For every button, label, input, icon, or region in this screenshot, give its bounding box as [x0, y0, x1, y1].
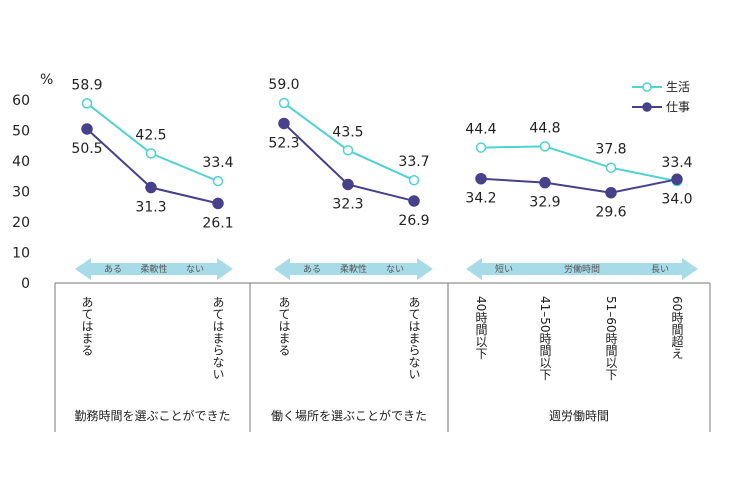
- data-point-life: [212, 175, 224, 187]
- legend-label-life: 生活: [666, 80, 690, 94]
- legend-label-work: 仕事: [666, 100, 690, 114]
- arrow-right-label: ない: [186, 264, 204, 275]
- data-point-work: [539, 176, 551, 189]
- labels-layer: 58.9 42.5 33.4 50.5 31.3 26.1 あてはまる あてはまらない勤務時間…: [71, 77, 692, 423]
- data-label-work: 32.3: [332, 196, 363, 212]
- legend-marker-work: [642, 102, 652, 112]
- data-label-life: 33.4: [202, 155, 233, 171]
- arrows-layer: ある 柔軟性 ない ある 柔軟性 ない 短い 労働時間 長い: [75, 258, 698, 280]
- y-tick-label: 30: [12, 185, 30, 201]
- y-tick-label: 40: [12, 154, 30, 170]
- data-point-work: [475, 172, 487, 185]
- group-title: 勤務時間を選ぶことができた: [74, 408, 230, 423]
- data-label-work: 29.6: [595, 205, 626, 221]
- data-point-work: [278, 117, 290, 130]
- y-tick-label: 60: [12, 93, 30, 109]
- data-point-work: [342, 178, 354, 191]
- category-label: あてはまらない: [407, 296, 421, 380]
- data-point-life: [145, 148, 157, 159]
- data-point-life: [408, 174, 420, 186]
- data-label-life: 59.0: [268, 77, 299, 93]
- data-label-work: 26.1: [202, 215, 233, 231]
- arrow-left-label: ある: [303, 264, 321, 275]
- data-point-life: [605, 162, 617, 173]
- data-label-work: 31.3: [135, 200, 166, 216]
- arrow-center-label: 柔軟性: [340, 263, 367, 275]
- arrow-right-label: ない: [386, 264, 404, 275]
- flexibility-arrow: [75, 258, 233, 280]
- flexibility-arrow: [466, 258, 698, 280]
- data-point-work: [408, 195, 420, 207]
- y-unit-label: %: [40, 72, 53, 88]
- data-label-life: 44.8: [529, 120, 560, 136]
- data-label-life: 58.9: [71, 77, 102, 93]
- data-label-work: 50.5: [71, 141, 102, 157]
- data-point-work: [212, 197, 224, 210]
- series-line-life: [480, 145, 678, 183]
- legend-marker-life: [642, 82, 652, 92]
- data-label-work: 26.9: [398, 213, 429, 229]
- group-title: 働く場所を選ぶことができた: [271, 408, 427, 423]
- data-point-life: [81, 98, 93, 109]
- category-label: あてはまらない: [211, 296, 225, 380]
- category-label: 60時間超え: [670, 296, 684, 359]
- data-point-life: [539, 141, 551, 152]
- y-tick-label: 20: [12, 215, 30, 231]
- arrow-center-label: 柔軟性: [140, 263, 167, 275]
- category-label: 40時間以下: [474, 296, 488, 359]
- data-point-work: [605, 186, 617, 199]
- arrow-left-label: ある: [104, 264, 122, 275]
- data-point-work: [145, 181, 157, 194]
- y-tick-label: 0: [21, 276, 30, 292]
- y-tick-label: 10: [12, 246, 30, 262]
- category-label: 51–60時間以下: [604, 296, 618, 381]
- data-label-life: 37.8: [595, 142, 626, 158]
- category-label: あてはまる: [80, 296, 94, 356]
- group-title: 週労働時間: [549, 409, 609, 423]
- lines-layer: [81, 97, 683, 210]
- arrow-right-label: 長い: [651, 264, 669, 275]
- data-label-life: 33.4: [661, 155, 692, 171]
- data-label-work: 32.9: [529, 195, 560, 211]
- y-tick-label: 50: [12, 124, 30, 140]
- data-label-life: 42.5: [135, 127, 166, 143]
- data-point-work: [81, 123, 93, 135]
- category-label: 41–50時間以下: [538, 296, 552, 381]
- series-line-work: [480, 177, 678, 194]
- data-point-work: [671, 173, 683, 186]
- data-label-work: 34.0: [661, 191, 692, 207]
- data-point-life: [342, 145, 354, 156]
- data-label-life: 43.5: [332, 124, 363, 140]
- arrow-left-label: 短い: [495, 263, 513, 275]
- axes-layer: 0 10 20 30 40 50 60%: [12, 72, 711, 432]
- data-label-life: 44.4: [465, 122, 496, 138]
- data-label-work: 34.2: [465, 191, 496, 207]
- data-point-life: [278, 97, 290, 109]
- data-point-life: [475, 142, 487, 153]
- data-label-life: 33.7: [398, 154, 429, 170]
- data-label-work: 52.3: [268, 135, 299, 151]
- category-label: あてはまる: [277, 296, 291, 356]
- arrow-center-label: 労働時間: [564, 263, 600, 275]
- flexibility-arrow: [274, 258, 433, 280]
